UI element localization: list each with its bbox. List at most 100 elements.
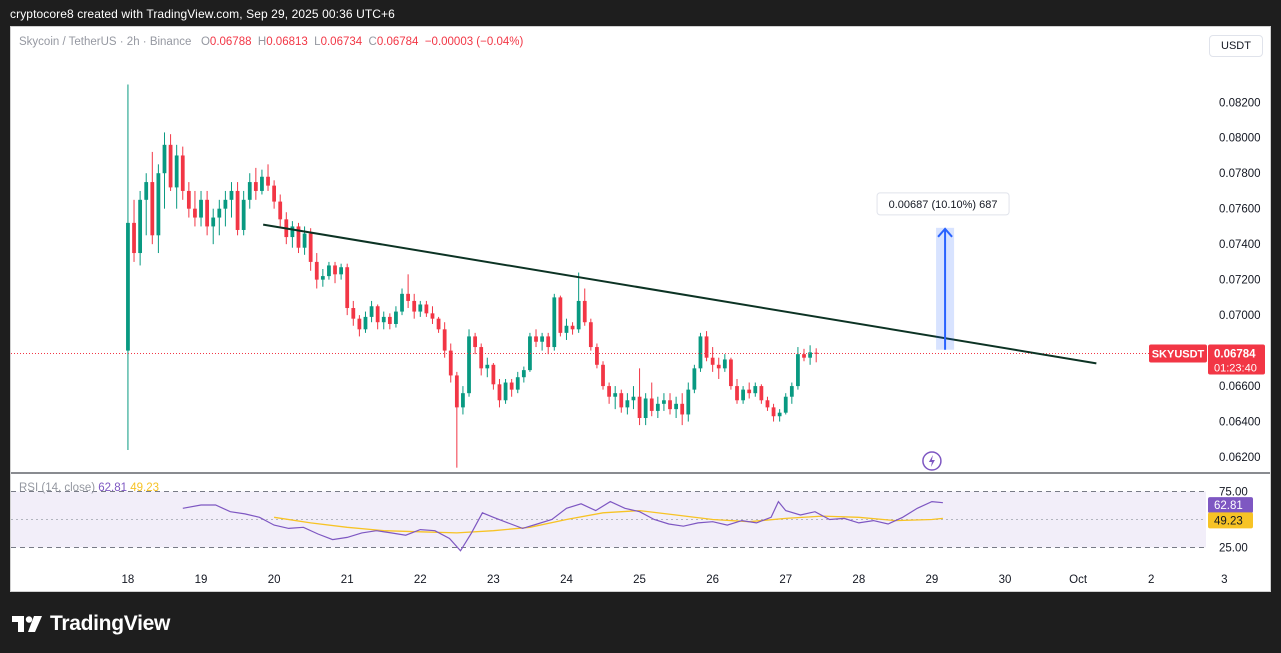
candle[interactable] [247, 173, 252, 209]
candle[interactable] [582, 288, 587, 326]
candle[interactable] [588, 318, 593, 351]
lightning-icon[interactable] [922, 451, 942, 471]
candle[interactable] [686, 382, 691, 422]
candle[interactable] [783, 393, 788, 415]
candle[interactable] [515, 371, 520, 394]
candle[interactable] [180, 146, 185, 200]
candle[interactable] [576, 272, 581, 333]
candle[interactable] [692, 364, 697, 394]
candle[interactable] [461, 386, 465, 415]
candle[interactable] [509, 378, 514, 397]
candle[interactable] [199, 190, 203, 227]
candle[interactable] [710, 347, 715, 372]
candle[interactable] [394, 306, 398, 328]
candle[interactable] [716, 357, 721, 379]
candle[interactable] [789, 382, 794, 404]
candle[interactable] [333, 261, 337, 284]
candle[interactable] [558, 295, 563, 337]
candle[interactable] [729, 357, 733, 390]
candle[interactable] [722, 354, 727, 372]
candle[interactable] [552, 293, 557, 351]
candle[interactable] [138, 190, 143, 266]
candle[interactable] [625, 393, 630, 415]
candle[interactable] [637, 368, 642, 426]
rsi-ma-line[interactable] [274, 509, 943, 534]
candle[interactable] [674, 396, 678, 419]
candle[interactable] [601, 361, 605, 390]
candle[interactable] [753, 382, 758, 397]
candle[interactable] [698, 332, 703, 372]
trendline[interactable] [262, 223, 1097, 365]
candle[interactable] [503, 378, 508, 404]
symbol-legend[interactable]: Skycoin / TetherUS · 2h · Binance O0.067… [19, 36, 523, 48]
candle[interactable] [680, 393, 685, 426]
candle[interactable] [290, 221, 295, 248]
candle[interactable] [253, 167, 258, 200]
candle[interactable] [375, 304, 380, 330]
candle[interactable] [406, 274, 411, 309]
candle[interactable] [363, 311, 368, 333]
candle[interactable] [759, 384, 764, 404]
candle[interactable] [229, 182, 234, 218]
candle[interactable] [126, 84, 130, 450]
candle[interactable] [497, 378, 502, 408]
candle[interactable] [521, 366, 526, 383]
candle[interactable] [649, 382, 654, 417]
candle[interactable] [485, 357, 490, 378]
rsi-name[interactable]: RSI (14, close) [19, 482, 96, 494]
candle[interactable] [442, 322, 447, 358]
candle[interactable] [631, 386, 636, 410]
candle[interactable] [278, 194, 283, 227]
candle[interactable] [339, 263, 344, 280]
candle[interactable] [430, 306, 435, 324]
candle[interactable] [217, 199, 222, 236]
candle[interactable] [387, 313, 392, 330]
candle[interactable] [162, 132, 167, 209]
candle[interactable] [765, 396, 770, 411]
candle[interactable] [357, 315, 362, 337]
candle[interactable] [570, 322, 575, 335]
candle[interactable] [418, 300, 423, 317]
candle[interactable] [174, 144, 179, 209]
candle[interactable] [320, 269, 325, 287]
chart-panel[interactable]: 0.00687 (10.10%) 687 0.08200 0.08000 0.078… [10, 26, 1271, 592]
candle[interactable] [546, 332, 551, 355]
candle[interactable] [241, 190, 246, 236]
currency-selector[interactable]: USDT [1209, 35, 1263, 57]
candle[interactable] [662, 393, 666, 411]
candle[interactable] [534, 329, 538, 348]
candle[interactable] [479, 343, 484, 376]
candle[interactable] [235, 182, 240, 236]
tradingview-logo[interactable]: TradingView [12, 611, 170, 637]
candle[interactable] [668, 393, 672, 415]
candle[interactable] [345, 263, 350, 316]
candle[interactable] [223, 190, 228, 227]
candle[interactable] [540, 332, 544, 351]
candle[interactable] [802, 348, 806, 362]
candle[interactable] [156, 164, 161, 254]
candle[interactable] [211, 208, 216, 245]
candle[interactable] [266, 164, 270, 191]
candle[interactable] [655, 396, 660, 419]
candle[interactable] [473, 332, 478, 355]
candle[interactable] [467, 329, 471, 397]
candle[interactable] [619, 389, 624, 413]
candle[interactable] [528, 332, 532, 372]
candle[interactable] [150, 151, 155, 245]
candle[interactable] [327, 261, 331, 280]
candle[interactable] [564, 318, 569, 340]
candle[interactable] [369, 300, 374, 323]
candle[interactable] [168, 134, 173, 191]
candle[interactable] [595, 343, 599, 369]
rsi-line[interactable] [182, 500, 943, 552]
candle[interactable] [808, 345, 812, 365]
candle[interactable] [272, 180, 277, 209]
candle[interactable] [607, 382, 611, 404]
candle[interactable] [205, 190, 210, 236]
candle[interactable] [491, 363, 496, 390]
candle[interactable] [796, 347, 800, 390]
rsi-legend[interactable]: RSI (14, close) 62.81 49.23 [19, 482, 159, 494]
candle[interactable] [704, 331, 709, 362]
candle[interactable] [814, 348, 819, 363]
candle[interactable] [771, 403, 776, 422]
